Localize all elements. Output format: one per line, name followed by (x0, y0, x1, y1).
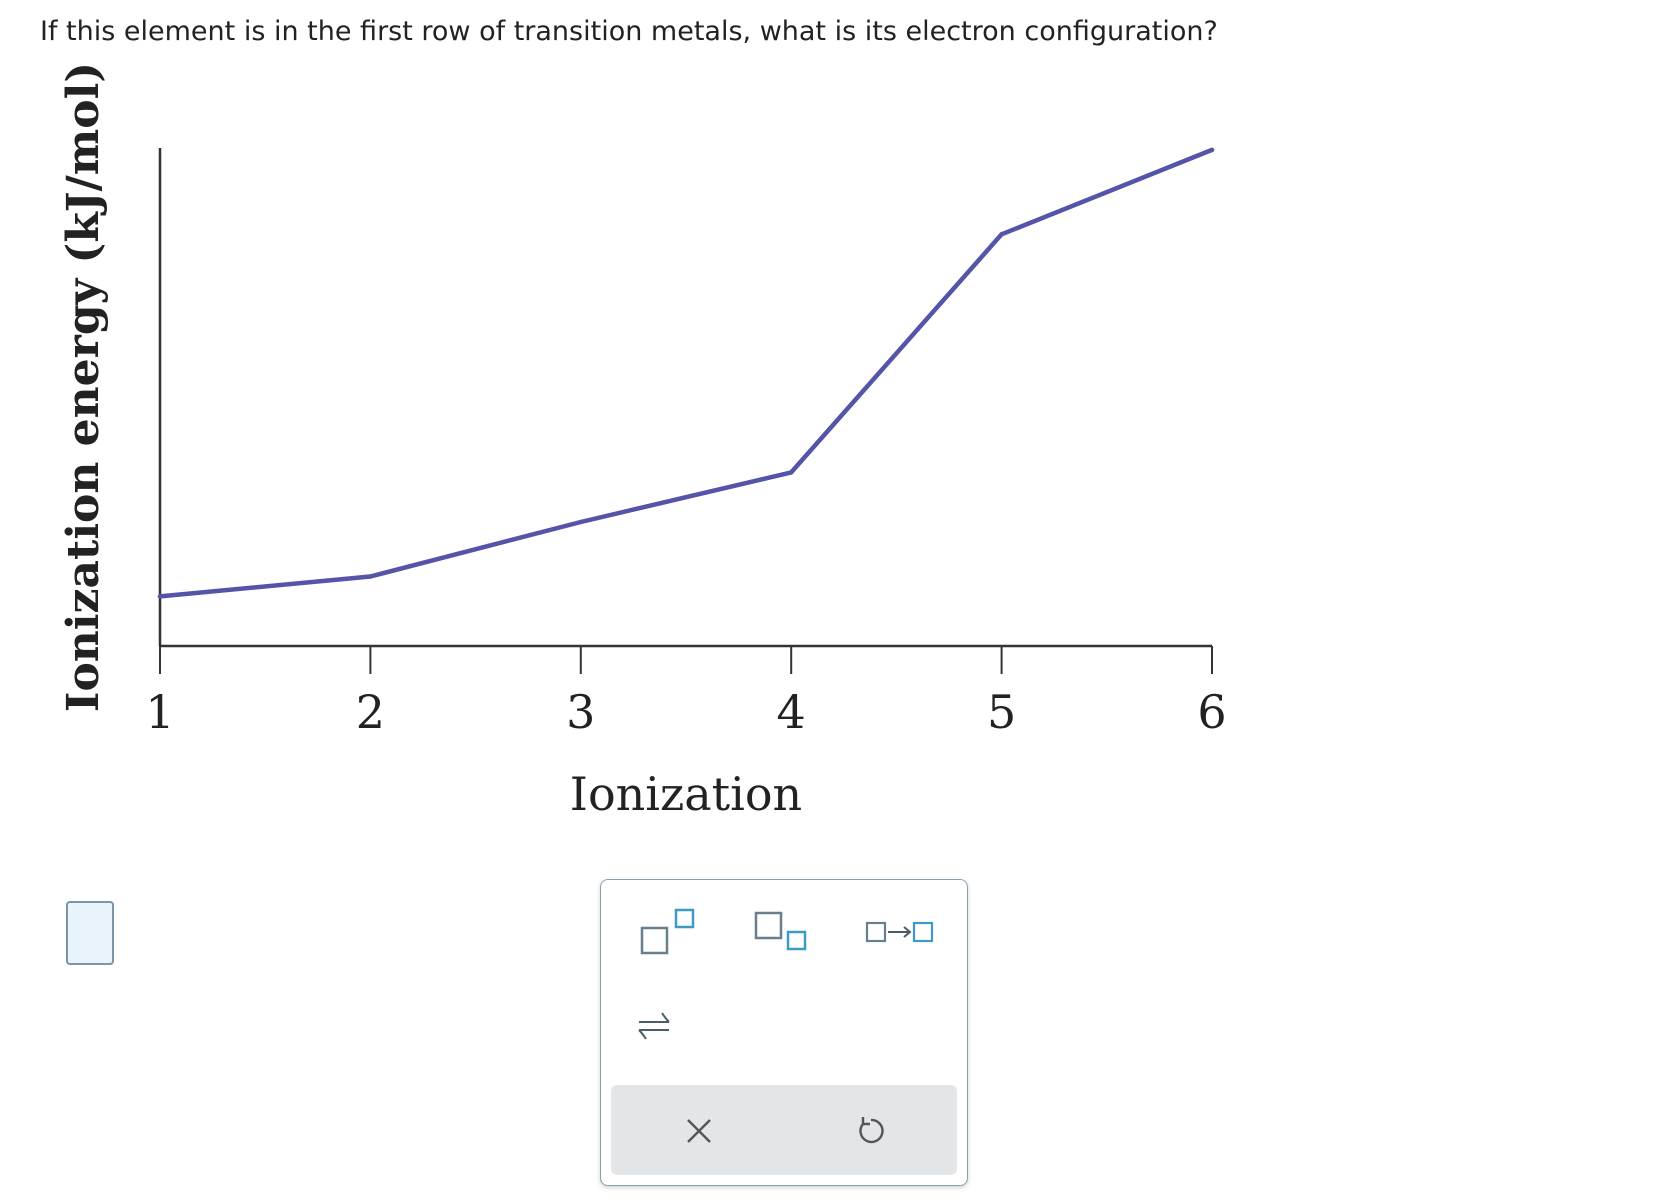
reaction-arrow-button[interactable] (863, 916, 943, 950)
input-palette (600, 879, 968, 1186)
data-point-2 (368, 574, 373, 579)
x-axis-label: Ionization (570, 767, 802, 821)
x-tick-label-4: 4 (777, 685, 806, 739)
data-point-1 (157, 594, 163, 599)
data-point-3 (578, 519, 583, 525)
clear-button[interactable] (679, 1111, 719, 1151)
x-tick-label-3: 3 (566, 685, 595, 739)
chart-svg: 1 2 3 4 5 6 Ionization Ionization energy (kJ/mo… (58, 62, 1227, 821)
data-point-6 (1209, 147, 1215, 153)
arrow-icon (865, 921, 934, 943)
y-axis-label: Ionization energy (kJ/mol) (58, 62, 109, 712)
equilibrium-arrows-icon (638, 1012, 670, 1040)
superscript-button[interactable] (639, 908, 699, 958)
x-tick-label-5: 5 (987, 685, 1016, 739)
undo-button[interactable] (851, 1111, 891, 1151)
series-line (157, 147, 1215, 599)
palette-action-bar (611, 1085, 957, 1175)
x-tick-label-6: 6 (1197, 685, 1226, 739)
data-point-5 (999, 232, 1004, 237)
answer-input[interactable] (66, 901, 114, 965)
x-tick-label-2: 2 (356, 685, 385, 739)
data-point-4 (789, 470, 794, 475)
superscript-icon (640, 908, 695, 955)
undo-icon (859, 1117, 884, 1144)
ionization-energy-chart: 1 2 3 4 5 6 Ionization Ionization energy (kJ/mo… (58, 62, 1227, 821)
question-text: If this element is in the first row of t… (40, 16, 1218, 47)
subscript-icon (754, 911, 807, 951)
equilibrium-arrow-button[interactable] (635, 1004, 675, 1048)
subscript-button[interactable] (753, 910, 809, 956)
close-icon (687, 1119, 711, 1143)
x-tick-label-1: 1 (145, 685, 174, 739)
